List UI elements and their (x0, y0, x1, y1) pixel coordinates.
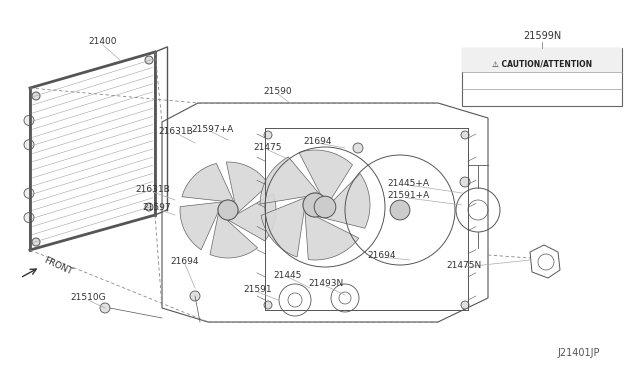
Polygon shape (305, 212, 359, 260)
Bar (462, 48, 622, 73)
Text: FRONT: FRONT (42, 256, 74, 276)
Text: ⚠ CAUTION/ATTENTION: ⚠ CAUTION/ATTENTION (492, 60, 592, 68)
Polygon shape (182, 163, 234, 202)
Polygon shape (180, 202, 222, 250)
Circle shape (190, 291, 200, 301)
Polygon shape (299, 150, 353, 206)
Text: 21445+A: 21445+A (387, 179, 429, 187)
Circle shape (461, 131, 469, 139)
Text: 21590: 21590 (264, 87, 292, 96)
Text: 21597: 21597 (143, 202, 172, 212)
Circle shape (24, 213, 34, 222)
Text: 21493N: 21493N (308, 279, 344, 289)
Polygon shape (227, 162, 269, 213)
Circle shape (303, 193, 327, 217)
Text: 21475: 21475 (253, 144, 282, 153)
Text: 21510G: 21510G (70, 294, 106, 302)
Polygon shape (228, 193, 276, 241)
Polygon shape (261, 198, 306, 257)
Circle shape (32, 92, 40, 100)
Text: 21597+A: 21597+A (191, 125, 233, 135)
Circle shape (264, 131, 272, 139)
Circle shape (32, 238, 40, 246)
Polygon shape (210, 213, 257, 258)
Circle shape (264, 301, 272, 309)
Text: 21631B: 21631B (159, 126, 193, 135)
Text: 21400: 21400 (89, 38, 117, 46)
Circle shape (390, 200, 410, 220)
Text: 21591: 21591 (244, 285, 272, 295)
Circle shape (24, 188, 34, 198)
Polygon shape (318, 173, 370, 228)
Text: J21401JP: J21401JP (557, 348, 600, 358)
Text: 21694: 21694 (171, 257, 199, 266)
Circle shape (461, 301, 469, 309)
Text: 21694: 21694 (368, 250, 396, 260)
Text: 21591+A: 21591+A (387, 192, 429, 201)
Circle shape (353, 143, 363, 153)
Circle shape (24, 140, 34, 150)
Text: 21445: 21445 (274, 270, 302, 279)
Polygon shape (260, 157, 319, 204)
Circle shape (460, 177, 470, 187)
Circle shape (100, 303, 110, 313)
Circle shape (145, 203, 153, 211)
Circle shape (314, 196, 336, 218)
Text: 21631B: 21631B (136, 186, 170, 195)
Circle shape (218, 200, 238, 220)
Circle shape (145, 56, 153, 64)
Text: 21694: 21694 (304, 137, 332, 145)
Text: 21599N: 21599N (523, 31, 561, 41)
Text: 21475N: 21475N (446, 260, 482, 269)
Bar (462, 48, 622, 106)
Circle shape (24, 115, 34, 125)
